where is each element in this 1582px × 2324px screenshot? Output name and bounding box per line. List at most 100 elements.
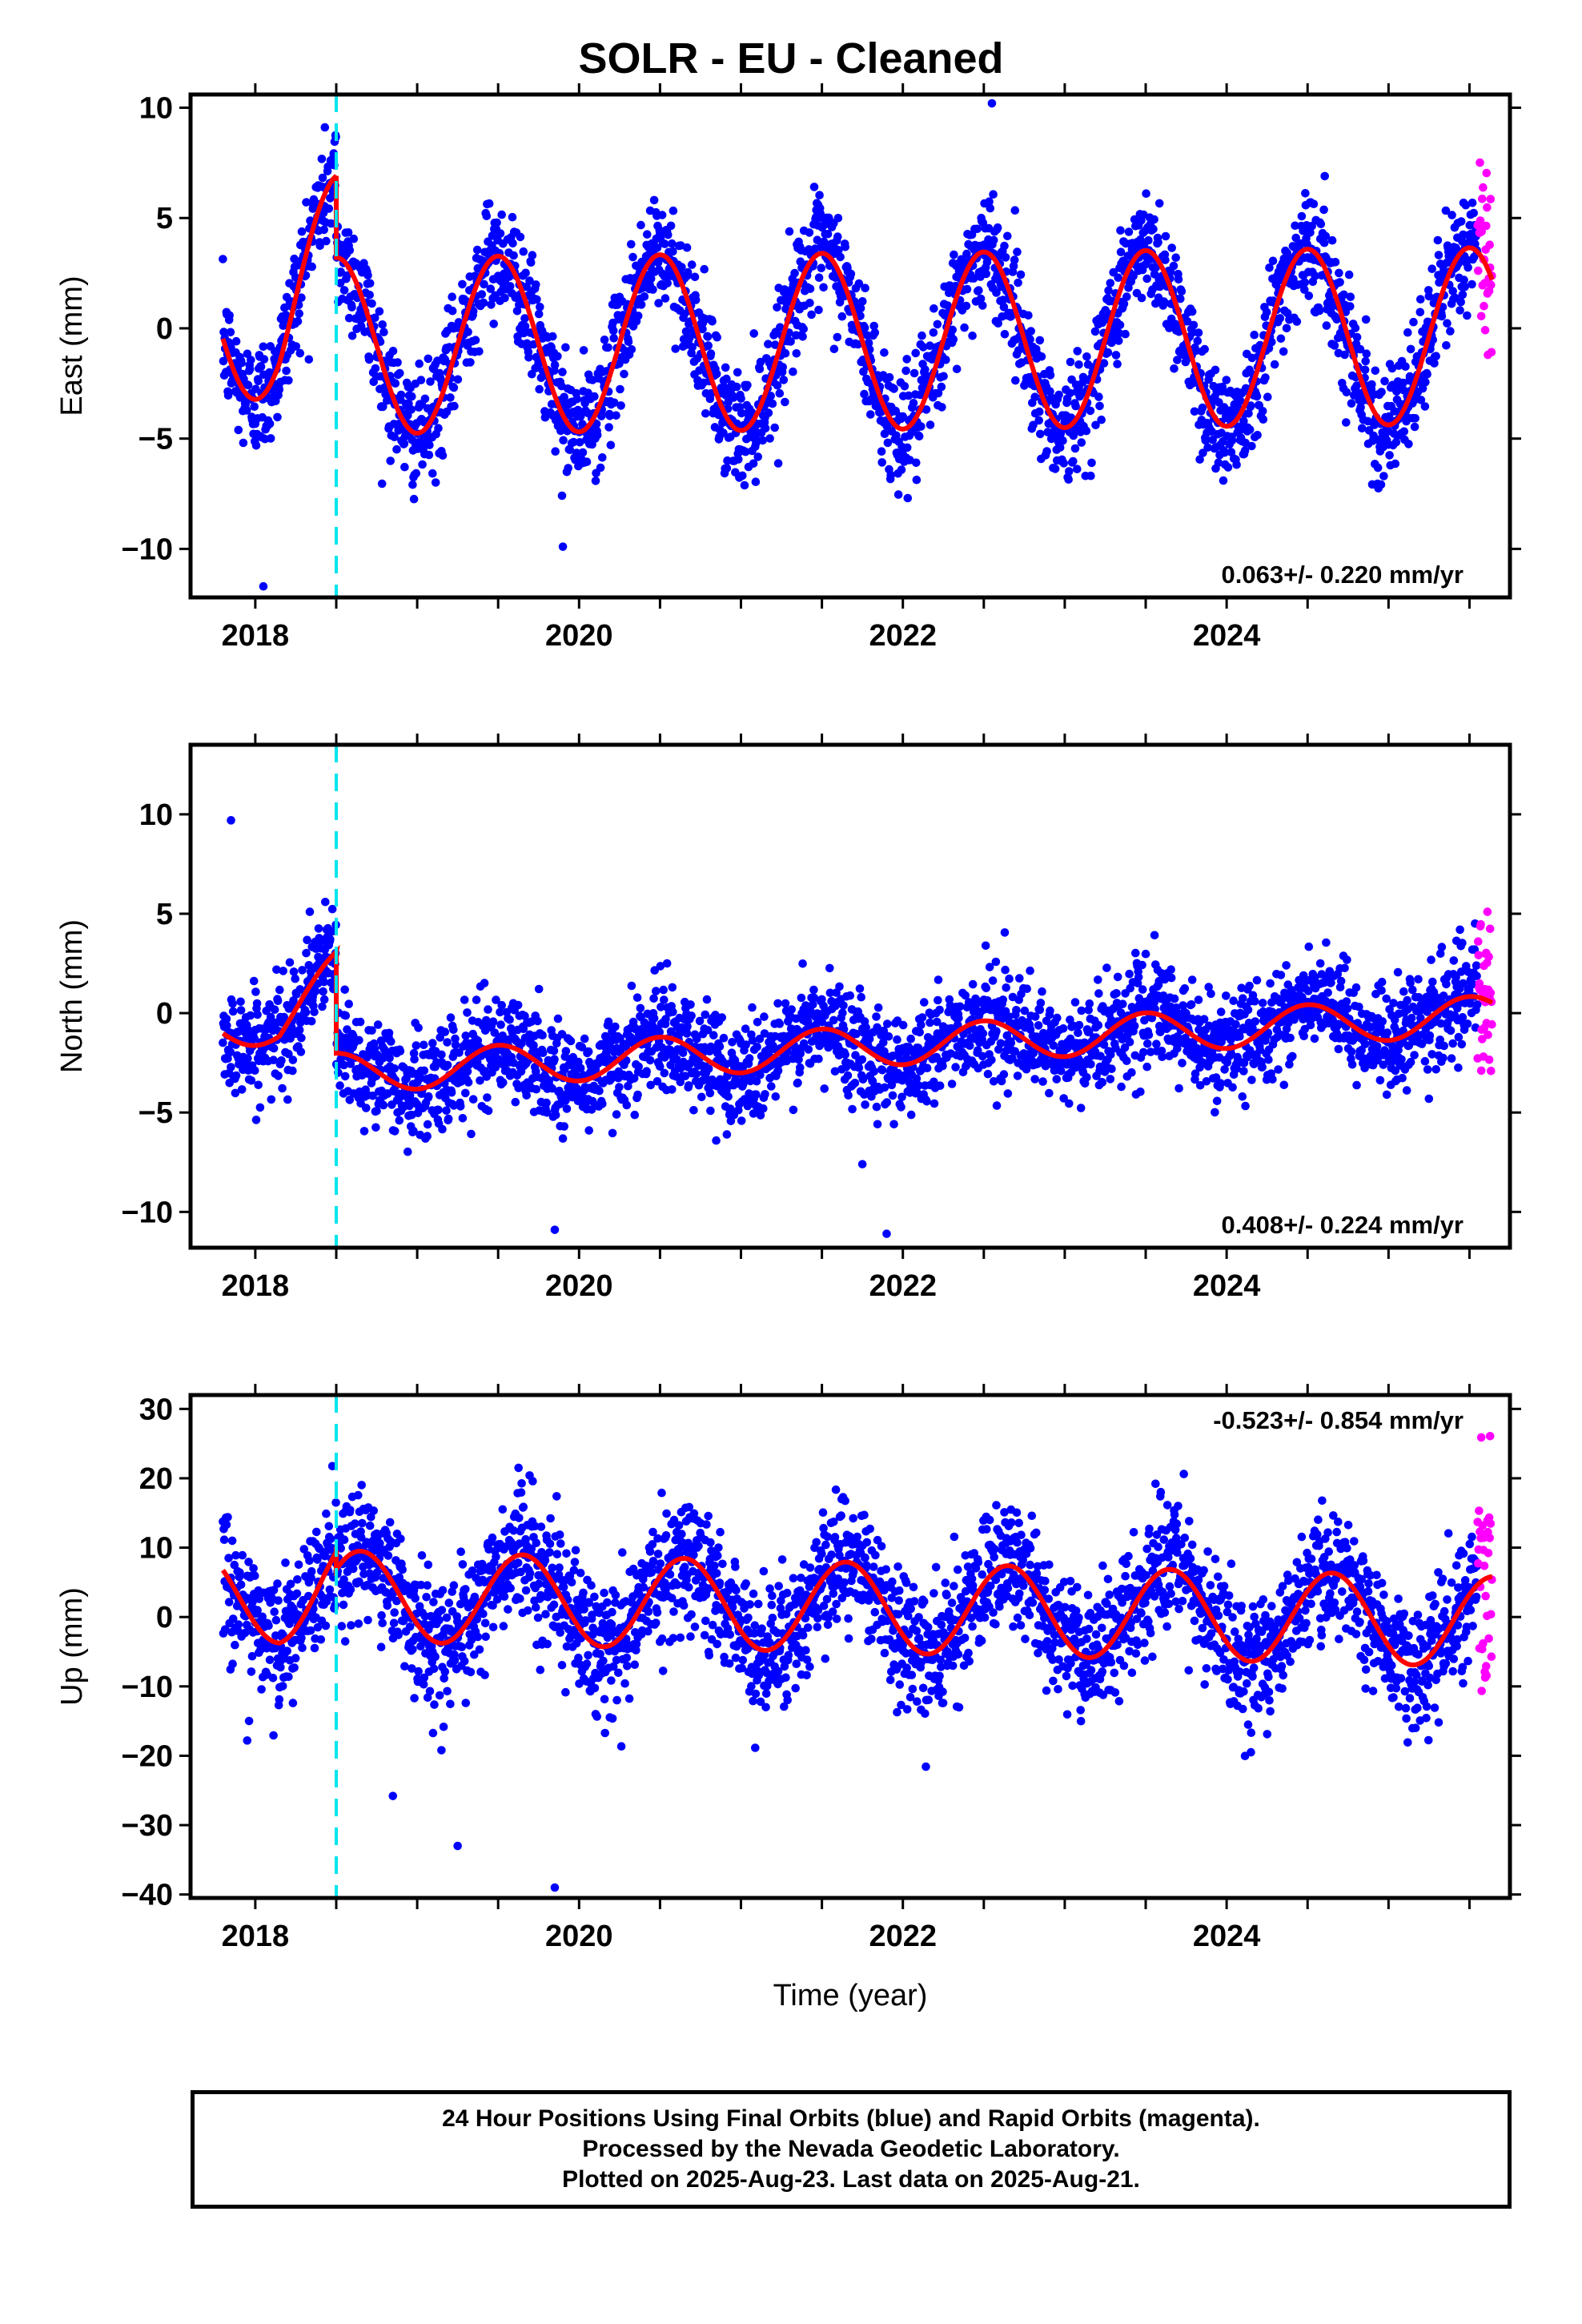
final-orbit-point bbox=[596, 463, 605, 472]
final-orbit-point bbox=[789, 1105, 798, 1115]
final-orbit-point bbox=[869, 1067, 878, 1076]
final-orbit-point bbox=[934, 388, 943, 398]
final-orbit-point bbox=[576, 412, 585, 421]
final-orbit-point bbox=[277, 1056, 286, 1065]
final-orbit-point bbox=[1319, 238, 1329, 247]
final-orbit-point bbox=[1037, 352, 1046, 361]
final-orbit-point bbox=[835, 982, 844, 991]
final-orbit-point bbox=[1342, 418, 1351, 427]
final-orbit-point bbox=[1034, 416, 1043, 425]
final-orbit-point bbox=[764, 408, 773, 417]
final-orbit-point bbox=[1456, 297, 1465, 307]
final-orbit-point bbox=[797, 993, 806, 1003]
final-orbit-point bbox=[1058, 436, 1067, 445]
final-orbit-point bbox=[1005, 974, 1014, 983]
final-orbit-point bbox=[1463, 311, 1472, 320]
final-orbit-point bbox=[1115, 320, 1125, 330]
final-orbit-point bbox=[882, 1098, 892, 1107]
final-orbit-point bbox=[989, 190, 998, 199]
final-orbit-point bbox=[1098, 1078, 1107, 1087]
final-orbit-point bbox=[737, 1116, 746, 1125]
final-orbit-point bbox=[1424, 286, 1433, 295]
final-orbit-point bbox=[1013, 1072, 1022, 1080]
final-orbit-point bbox=[873, 1120, 882, 1129]
final-orbit-point bbox=[781, 397, 789, 407]
final-orbit-point bbox=[428, 468, 437, 478]
final-orbit-point bbox=[1421, 377, 1430, 387]
final-orbit-point bbox=[460, 995, 469, 1004]
final-orbit-point bbox=[1420, 402, 1430, 411]
final-orbit-point bbox=[897, 1103, 905, 1112]
final-orbit-point bbox=[825, 963, 834, 973]
final-orbit-point bbox=[1443, 319, 1452, 328]
final-orbit-point bbox=[1113, 360, 1122, 368]
final-orbit-point bbox=[998, 995, 1008, 1004]
final-orbit-point bbox=[978, 1029, 988, 1038]
final-orbit-point bbox=[288, 1055, 298, 1064]
final-orbit-point bbox=[1241, 438, 1250, 448]
final-orbit-point bbox=[246, 1011, 255, 1020]
rapid-orbit-point bbox=[1487, 348, 1496, 357]
final-orbit-point bbox=[1159, 297, 1169, 306]
final-orbit-point bbox=[820, 1084, 829, 1093]
final-orbit-point bbox=[1074, 1020, 1084, 1030]
final-orbit-point bbox=[1150, 931, 1159, 940]
final-orbit-point bbox=[1116, 247, 1126, 257]
page-title: SOLR - EU - Cleaned bbox=[578, 34, 1004, 82]
final-orbit-point bbox=[1311, 271, 1319, 280]
final-orbit-point bbox=[580, 1034, 589, 1043]
final-orbit-point bbox=[532, 295, 541, 304]
final-orbit-point bbox=[449, 383, 459, 392]
final-orbit-point bbox=[1399, 427, 1409, 436]
final-orbit-point bbox=[1154, 199, 1164, 208]
final-orbit-point bbox=[345, 246, 355, 255]
final-orbit-point bbox=[753, 1043, 761, 1051]
final-orbit-point bbox=[516, 232, 525, 242]
data-points bbox=[219, 99, 1496, 591]
final-orbit-point bbox=[564, 464, 572, 472]
final-orbit-point bbox=[1125, 1037, 1134, 1047]
final-orbit-point bbox=[225, 311, 235, 320]
final-orbit-point bbox=[778, 363, 787, 372]
final-orbit-point bbox=[611, 1022, 620, 1031]
final-orbit-point bbox=[559, 436, 568, 445]
final-orbit-point bbox=[468, 307, 478, 316]
final-orbit-point bbox=[1086, 406, 1095, 416]
final-orbit-point bbox=[520, 322, 530, 331]
final-orbit-point bbox=[982, 258, 992, 267]
final-orbit-point bbox=[448, 292, 456, 302]
final-orbit-point bbox=[880, 429, 889, 438]
final-orbit-point bbox=[948, 325, 957, 335]
final-orbit-point bbox=[790, 268, 799, 278]
final-orbit-point bbox=[318, 173, 327, 183]
final-orbit-point bbox=[1371, 366, 1380, 376]
final-orbit-point bbox=[987, 1055, 996, 1064]
final-orbit-point bbox=[660, 995, 669, 1004]
final-orbit-point bbox=[1267, 337, 1276, 347]
final-orbit-point bbox=[833, 332, 842, 342]
final-orbit-point bbox=[321, 898, 330, 907]
final-orbit-point bbox=[805, 299, 814, 308]
final-orbit-point bbox=[1046, 387, 1054, 396]
final-orbit-point bbox=[685, 1081, 693, 1090]
final-orbit-point bbox=[590, 392, 599, 401]
final-orbit-point bbox=[302, 198, 311, 207]
final-orbit-point bbox=[496, 1020, 505, 1029]
final-orbit-point bbox=[273, 412, 282, 422]
final-orbit-point bbox=[1026, 966, 1034, 975]
final-orbit-point bbox=[365, 291, 375, 300]
final-orbit-point bbox=[722, 1130, 732, 1139]
final-orbit-point bbox=[442, 1106, 451, 1116]
final-orbit-point bbox=[889, 384, 898, 393]
final-orbit-point bbox=[1352, 332, 1362, 342]
final-orbit-point bbox=[740, 480, 749, 490]
final-orbit-point bbox=[1116, 226, 1125, 235]
final-orbit-point bbox=[933, 320, 942, 329]
final-orbit-point bbox=[815, 191, 824, 199]
final-orbit-point bbox=[424, 450, 434, 460]
final-orbit-point bbox=[1291, 233, 1300, 243]
final-orbit-point bbox=[1200, 344, 1209, 354]
final-orbit-point bbox=[1142, 189, 1150, 198]
final-orbit-point bbox=[1138, 985, 1147, 994]
